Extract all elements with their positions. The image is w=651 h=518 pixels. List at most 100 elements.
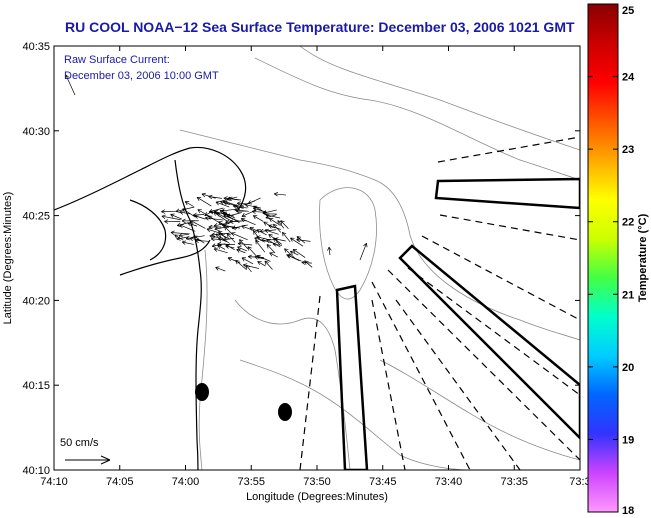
shipping-lanes (335, 177, 580, 470)
current-vector (226, 212, 242, 218)
current-vector (208, 224, 222, 230)
current-vector (161, 214, 181, 221)
current-vector (327, 246, 332, 256)
x-tick-label: 74:05 (106, 476, 134, 488)
y-tick-label: 40:30 (22, 126, 50, 138)
current-vector (247, 246, 257, 256)
surface-current-vectors (65, 74, 368, 273)
current-vector (264, 260, 273, 270)
current-vector (266, 244, 276, 254)
current-vector (284, 248, 296, 259)
x-tick-label: 73:3 (569, 476, 590, 488)
current-vector (282, 231, 291, 243)
current-vector (273, 223, 282, 233)
current-vector (280, 220, 289, 229)
current-vector (255, 240, 266, 253)
shipping-lane-southeast (398, 244, 580, 440)
current-vector (196, 196, 212, 207)
contour-canyon-north (254, 57, 580, 181)
y-tick-label: 40:25 (22, 211, 50, 223)
current-vector (229, 219, 247, 224)
current-vector (65, 74, 76, 96)
current-vector (215, 266, 226, 272)
dashed-line-1 (437, 136, 580, 163)
contour-shoal (319, 187, 377, 300)
contour-outer-shelf (299, 46, 580, 151)
current-vector (210, 236, 226, 242)
current-vector (249, 226, 260, 233)
coastline-north-shore (54, 146, 247, 211)
current-vector (226, 233, 236, 243)
x-tick-label: 74:10 (40, 476, 68, 488)
current-vector (237, 246, 247, 252)
current-vector (187, 221, 198, 227)
outfall-marker-west (195, 383, 209, 401)
current-vector (194, 214, 206, 220)
annotation-line-1: Raw Surface Current: (64, 54, 170, 66)
current-vector (179, 210, 191, 215)
current-vector (190, 220, 206, 229)
current-vector (174, 234, 184, 241)
current-vector (181, 240, 194, 245)
current-vector (274, 237, 286, 242)
current-vector (268, 224, 281, 230)
colorbar-tick-label: 18 (622, 505, 634, 517)
x-tick-label: 74:00 (172, 476, 200, 488)
current-vector (292, 248, 306, 258)
colorbar-tick-label: 25 (622, 5, 634, 17)
current-vector (245, 264, 252, 273)
coastline-raritan-bay (119, 239, 211, 276)
y-tick-label: 40:35 (22, 41, 50, 53)
current-vector (219, 200, 230, 205)
current-vector (266, 239, 281, 248)
current-vector (225, 244, 235, 249)
current-vector (235, 260, 247, 271)
current-vector (237, 201, 248, 206)
x-tick-label: 73:40 (435, 476, 463, 488)
current-vector (240, 217, 256, 226)
colorbar (587, 3, 619, 513)
y-tick-label: 40:15 (22, 380, 50, 392)
current-vector (195, 238, 209, 243)
current-vector (359, 242, 368, 261)
current-vector (201, 192, 216, 199)
current-vector (204, 216, 224, 221)
current-vector (179, 224, 196, 232)
current-vector (170, 230, 190, 235)
current-vector (170, 213, 183, 220)
colorbar-label: Temperature (°C) (637, 213, 649, 302)
y-axis-label: Latitude (Degrees:Minutes) (2, 192, 14, 325)
scale-label: 50 cm/s (60, 437, 99, 449)
traffic-separation-lines (299, 136, 580, 470)
dashed-line-3 (421, 235, 580, 321)
x-tick-label: 73:35 (500, 476, 528, 488)
y-tick-label: 40:10 (22, 465, 50, 477)
current-vector (272, 242, 283, 247)
current-vector (265, 214, 277, 220)
current-vector (204, 210, 214, 216)
current-vector (218, 237, 227, 242)
current-vector (176, 236, 189, 241)
dashed-line-7 (299, 295, 321, 470)
outfall-marker-east (278, 403, 292, 421)
current-vector (256, 254, 271, 262)
current-vector (264, 228, 279, 235)
colorbar-tick-label: 24 (622, 72, 635, 84)
current-vector (221, 208, 238, 213)
current-vector (233, 204, 244, 209)
coastline-staten-island (129, 199, 167, 261)
current-vector (274, 191, 287, 197)
current-vector (161, 209, 178, 214)
current-vector (182, 208, 196, 218)
contour-canyon-mid (179, 129, 580, 341)
current-vector (290, 237, 304, 247)
shipping-lane-south (335, 284, 369, 470)
dashed-line-5 (387, 269, 580, 461)
x-axis-ticks: 74:10 74:05 74:00 73:55 73:50 73:45 73:40 73:35… (40, 46, 591, 488)
colorbar-tick-label: 23 (622, 144, 634, 156)
current-vector (241, 257, 254, 265)
current-vector (217, 244, 226, 250)
current-vector (286, 253, 302, 262)
y-axis-ticks: 40:10 40:15 40:20 40:25 40:30 40:35 (22, 41, 580, 477)
current-vector (221, 223, 238, 229)
